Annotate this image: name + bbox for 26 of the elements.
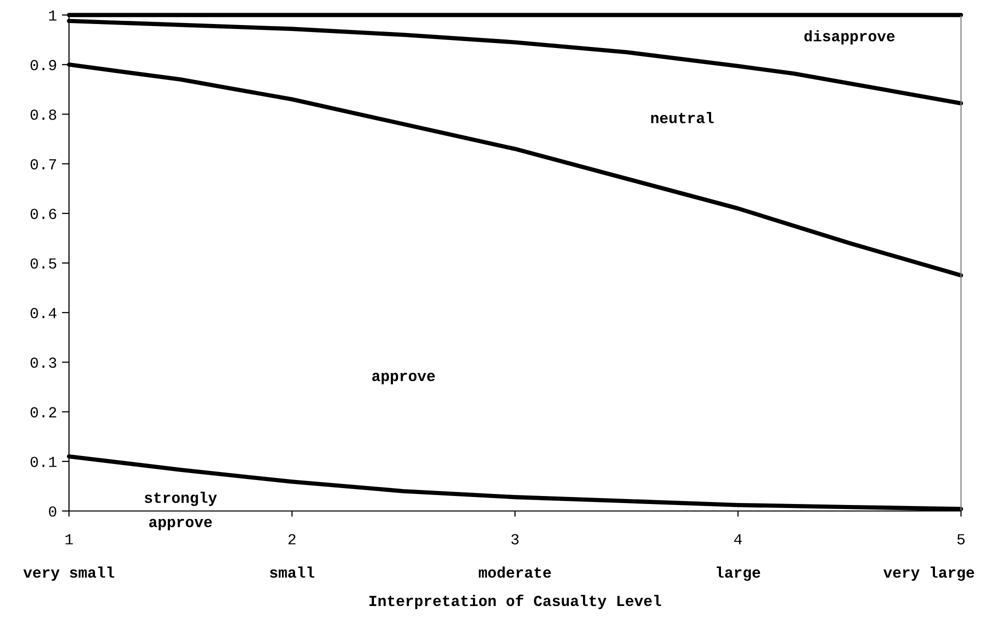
text: large bbox=[716, 566, 760, 581]
x-tick-label: 5 bbox=[957, 534, 965, 544]
text: moderate bbox=[478, 566, 551, 578]
x-tick-label: 1 bbox=[66, 534, 73, 544]
y-tick-label: 0.7 bbox=[30, 159, 56, 170]
x-tick-label: 3 bbox=[511, 534, 519, 544]
y-tick-label: 0.1 bbox=[30, 456, 56, 468]
text: very large bbox=[883, 566, 974, 581]
annotation: approve bbox=[372, 372, 435, 384]
annotation: neutral bbox=[651, 112, 714, 124]
y-tick-label: 1 bbox=[49, 10, 56, 21]
y-tick-label: 0.3 bbox=[30, 358, 56, 368]
y-tick-label: 0.2 bbox=[30, 407, 56, 418]
y-tick-label: 0.9 bbox=[30, 60, 56, 70]
annotation: strongly approve bbox=[144, 492, 217, 530]
x-tick-label: 2 bbox=[288, 534, 296, 544]
text: very small bbox=[23, 566, 114, 581]
y-tick-label: 0.6 bbox=[30, 208, 56, 220]
y-tick-label: 0.4 bbox=[30, 308, 56, 318]
y-tick-label: 0.5 bbox=[30, 258, 56, 269]
text: small bbox=[270, 566, 314, 578]
y-tick-label: 0.8 bbox=[30, 110, 56, 120]
x-axis-title: Interpretation of Casualty Level bbox=[369, 594, 662, 610]
y-tick-label: 0 bbox=[48, 506, 56, 517]
annotation: disapprove bbox=[804, 30, 895, 44]
x-tick-label: 4 bbox=[734, 534, 742, 544]
